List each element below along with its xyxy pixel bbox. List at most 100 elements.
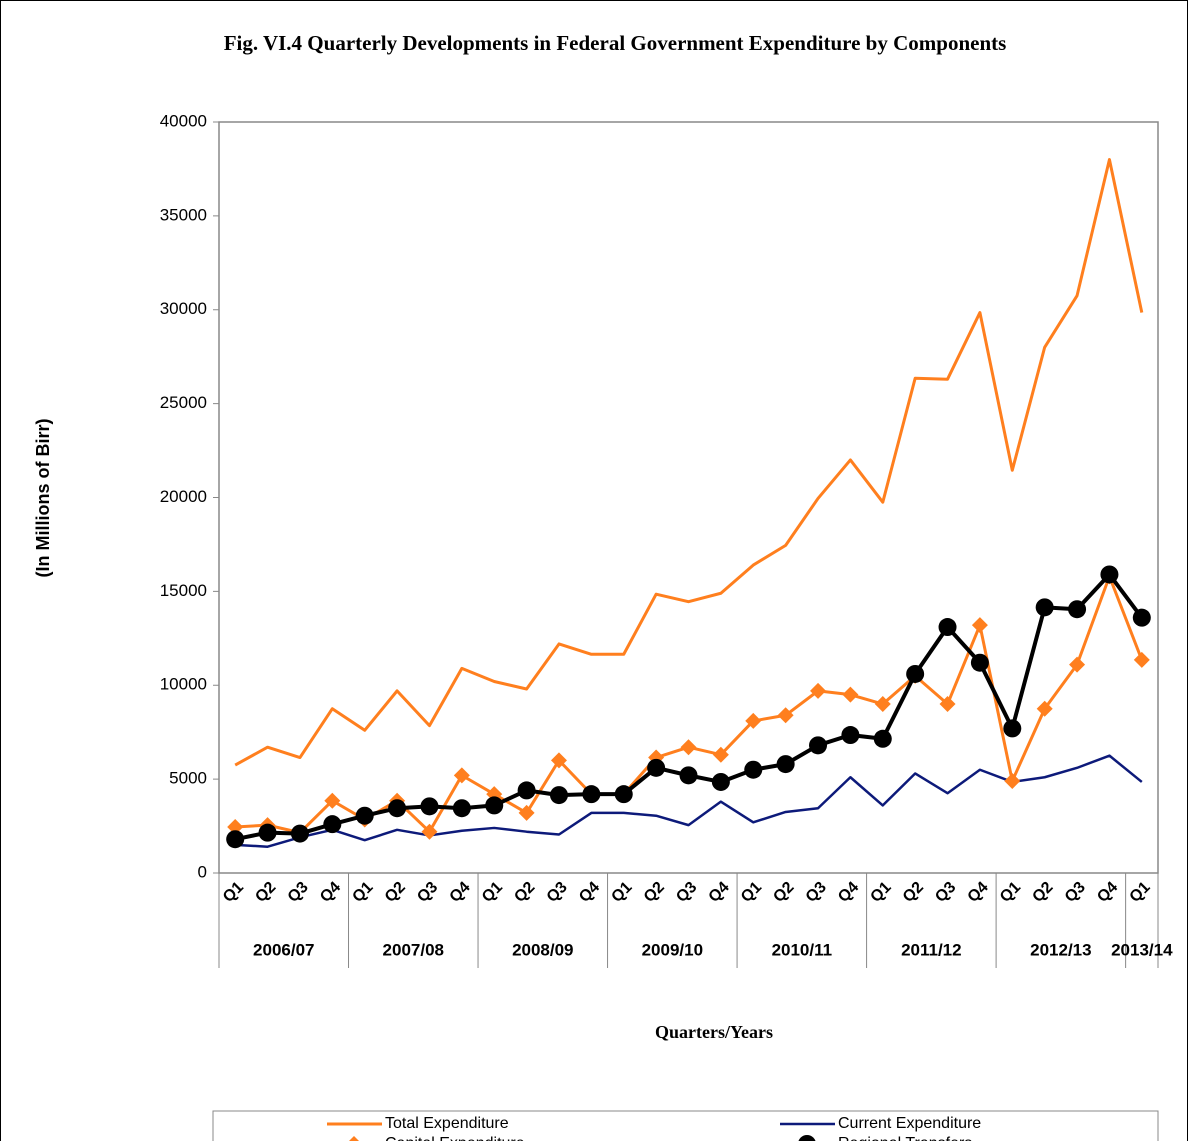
marker [452,799,471,818]
marker [938,618,957,637]
marker [970,653,989,672]
x-axis-label: Quarters/Years [655,1022,773,1042]
year-label: 2011/12 [901,940,962,959]
year-label: 2008/09 [512,940,573,959]
marker [485,796,504,815]
marker [842,686,859,703]
marker [290,824,309,843]
series-line [235,754,1143,848]
x-tick-label: Q4 [317,879,344,906]
marker [841,726,860,745]
x-tick-label: Q1 [997,879,1024,906]
marker [550,752,567,769]
marker [647,758,666,777]
y-tick-label: 30000 [160,299,207,318]
year-label: 2010/11 [772,940,833,959]
x-tick-label: Q3 [803,879,830,906]
x-tick-label: Q3 [932,879,959,906]
marker [227,819,244,836]
x-tick-label: Q3 [285,879,312,906]
x-tick-label: Q3 [673,879,700,906]
year-label: 2007/08 [383,940,444,959]
marker [939,696,956,713]
legend-box [212,1110,1159,1141]
x-tick-label: Q1 [349,879,376,906]
marker [1133,651,1150,668]
marker [809,736,828,755]
series-line [235,574,1144,835]
marker [810,682,827,699]
legend-label: Total Expenditure [385,1115,509,1132]
marker [874,696,891,713]
marker [1004,773,1021,790]
marker [349,1136,359,1141]
marker [776,755,795,774]
marker [453,767,470,784]
marker [323,815,342,834]
legend-label: Regional Transfers [838,1135,972,1141]
x-tick-label: Q1 [1127,879,1154,906]
x-tick-label: Q1 [867,879,894,906]
x-tick-label: Q3 [1062,879,1089,906]
marker [1035,598,1054,617]
plot-area [218,121,1159,874]
y-tick-label: 25000 [160,393,207,412]
marker [798,1135,816,1141]
x-tick-label: Q4 [1094,879,1121,906]
x-tick-label: Q2 [641,879,668,906]
marker [1068,600,1087,619]
x-tick-label: Q1 [738,879,765,906]
marker [1069,656,1086,673]
marker [517,781,536,800]
x-tick-label: Q4 [835,879,862,906]
legend-label: Capital Expenditure [385,1135,525,1141]
y-tick-label: 20000 [160,487,207,506]
y-tick-label: 0 [198,862,207,881]
y-axis-label: (In Millions of Birr) [33,419,53,578]
chart-title: Fig. VI.4 Quarterly Developments in Fede… [223,31,1007,55]
marker [745,712,762,729]
marker [549,786,568,805]
title-box: Fig. VI.4 Quarterly Developments in Fede… [223,31,1007,55]
marker [971,617,988,634]
marker [1132,608,1151,627]
marker [420,797,439,816]
marker [679,766,698,785]
y-tick-label: 10000 [160,675,207,694]
x-tick-label: Q2 [1029,879,1056,906]
x-tick-label: Q4 [447,879,474,906]
marker [614,785,633,804]
marker [777,707,794,724]
x-tick-label: Q2 [382,879,409,906]
marker [711,772,730,791]
x-tick-label: Q1 [479,879,506,906]
x-tick-label: Q1 [608,879,635,906]
marker [355,806,374,825]
marker [744,760,763,779]
marker [906,664,925,683]
x-tick-label: Q3 [544,879,571,906]
year-label: 2006/07 [253,940,314,959]
year-label: 2013/14 [1111,940,1173,959]
marker [873,729,892,748]
x-tick-label: Q2 [511,879,538,906]
x-tick-label: Q4 [706,879,733,906]
y-tick-label: 35000 [160,205,207,224]
marker [518,804,535,821]
marker [421,823,438,840]
x-tick-label: Q2 [770,879,797,906]
marker [258,823,277,842]
series-line [234,158,1144,767]
series-line [234,572,1144,842]
marker [226,830,245,849]
marker [1003,719,1022,738]
year-label: 2009/10 [642,940,703,959]
marker [388,799,407,818]
y-tick-label: 5000 [169,769,207,788]
marker [1036,700,1053,717]
marker [712,746,729,763]
legend-label: Current Expenditure [838,1115,981,1132]
marker [680,739,697,756]
